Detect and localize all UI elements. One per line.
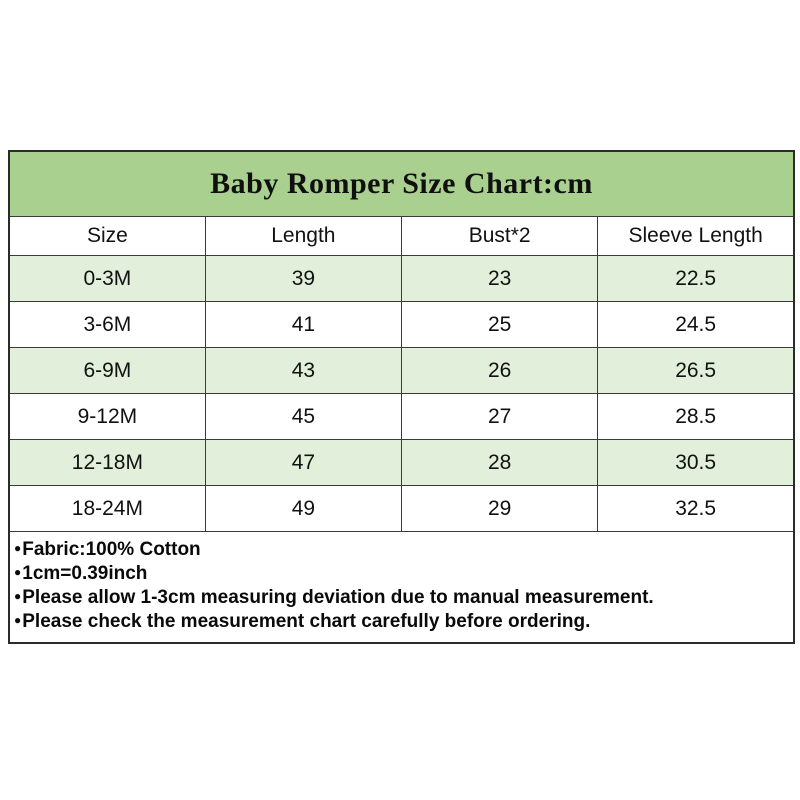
column-header-bust: Bust*2 <box>400 216 599 256</box>
column-header-sleeve-length: Sleeve Length <box>597 216 795 256</box>
chart-title: Baby Romper Size Chart:cm <box>8 150 795 217</box>
note-unit-conversion: 1cm=0.39inch <box>22 562 148 584</box>
note-check-chart: Please check the measurement chart caref… <box>22 610 591 632</box>
title-row: Baby Romper Size Chart:cm <box>8 150 795 217</box>
cell-bust: 28 <box>400 439 599 486</box>
cell-length: 45 <box>204 393 403 440</box>
cell-bust: 27 <box>400 393 599 440</box>
cell-sleeve-length: 26.5 <box>597 347 795 394</box>
bullet-icon: ● <box>14 589 22 604</box>
note-deviation: Please allow 1-3cm measuring deviation d… <box>22 586 654 608</box>
table-row: 3-6M 41 25 24.5 <box>8 301 795 348</box>
column-header-length: Length <box>204 216 403 256</box>
cell-length: 49 <box>204 485 403 532</box>
cell-size: 3-6M <box>8 301 206 348</box>
note-line: ● Please allow 1-3cm measuring deviation … <box>14 586 787 610</box>
cell-bust: 25 <box>400 301 599 348</box>
cell-length: 47 <box>204 439 403 486</box>
note-line: ● 1cm=0.39inch <box>14 562 787 586</box>
cell-size: 12-18M <box>8 439 206 486</box>
table-row: 18-24M 49 29 32.5 <box>8 485 795 532</box>
cell-size: 9-12M <box>8 393 206 440</box>
cell-sleeve-length: 30.5 <box>597 439 795 486</box>
note-line: ● Fabric:100% Cotton <box>14 538 787 562</box>
notes-block: ● Fabric:100% Cotton ● 1cm=0.39inch ● Pleas… <box>8 530 795 644</box>
cell-sleeve-length: 22.5 <box>597 255 795 302</box>
cell-sleeve-length: 24.5 <box>597 301 795 348</box>
cell-size: 6-9M <box>8 347 206 394</box>
cell-length: 41 <box>204 301 403 348</box>
table-row: 9-12M 45 27 28.5 <box>8 393 795 440</box>
cell-sleeve-length: 32.5 <box>597 485 795 532</box>
column-header-row: Size Length Bust*2 Sleeve Length <box>8 216 795 256</box>
cell-sleeve-length: 28.5 <box>597 393 795 440</box>
cell-bust: 23 <box>400 255 599 302</box>
bullet-icon: ● <box>14 613 22 628</box>
cell-length: 43 <box>204 347 403 394</box>
cell-size: 18-24M <box>8 485 206 532</box>
size-chart-table: Baby Romper Size Chart:cm Size Length Bu… <box>8 150 795 644</box>
notes-row: ● Fabric:100% Cotton ● 1cm=0.39inch ● Pleas… <box>8 530 795 644</box>
table-row: 0-3M 39 23 22.5 <box>8 255 795 302</box>
table-row: 6-9M 43 26 26.5 <box>8 347 795 394</box>
cell-size: 0-3M <box>8 255 206 302</box>
table-row: 12-18M 47 28 30.5 <box>8 439 795 486</box>
column-header-size: Size <box>8 216 206 256</box>
cell-bust: 26 <box>400 347 599 394</box>
bullet-icon: ● <box>14 541 22 556</box>
note-fabric: Fabric:100% Cotton <box>22 539 201 560</box>
cell-length: 39 <box>204 255 403 302</box>
note-line: ● Please check the measurement chart care… <box>14 610 787 634</box>
cell-bust: 29 <box>400 485 599 532</box>
bullet-icon: ● <box>14 565 22 580</box>
